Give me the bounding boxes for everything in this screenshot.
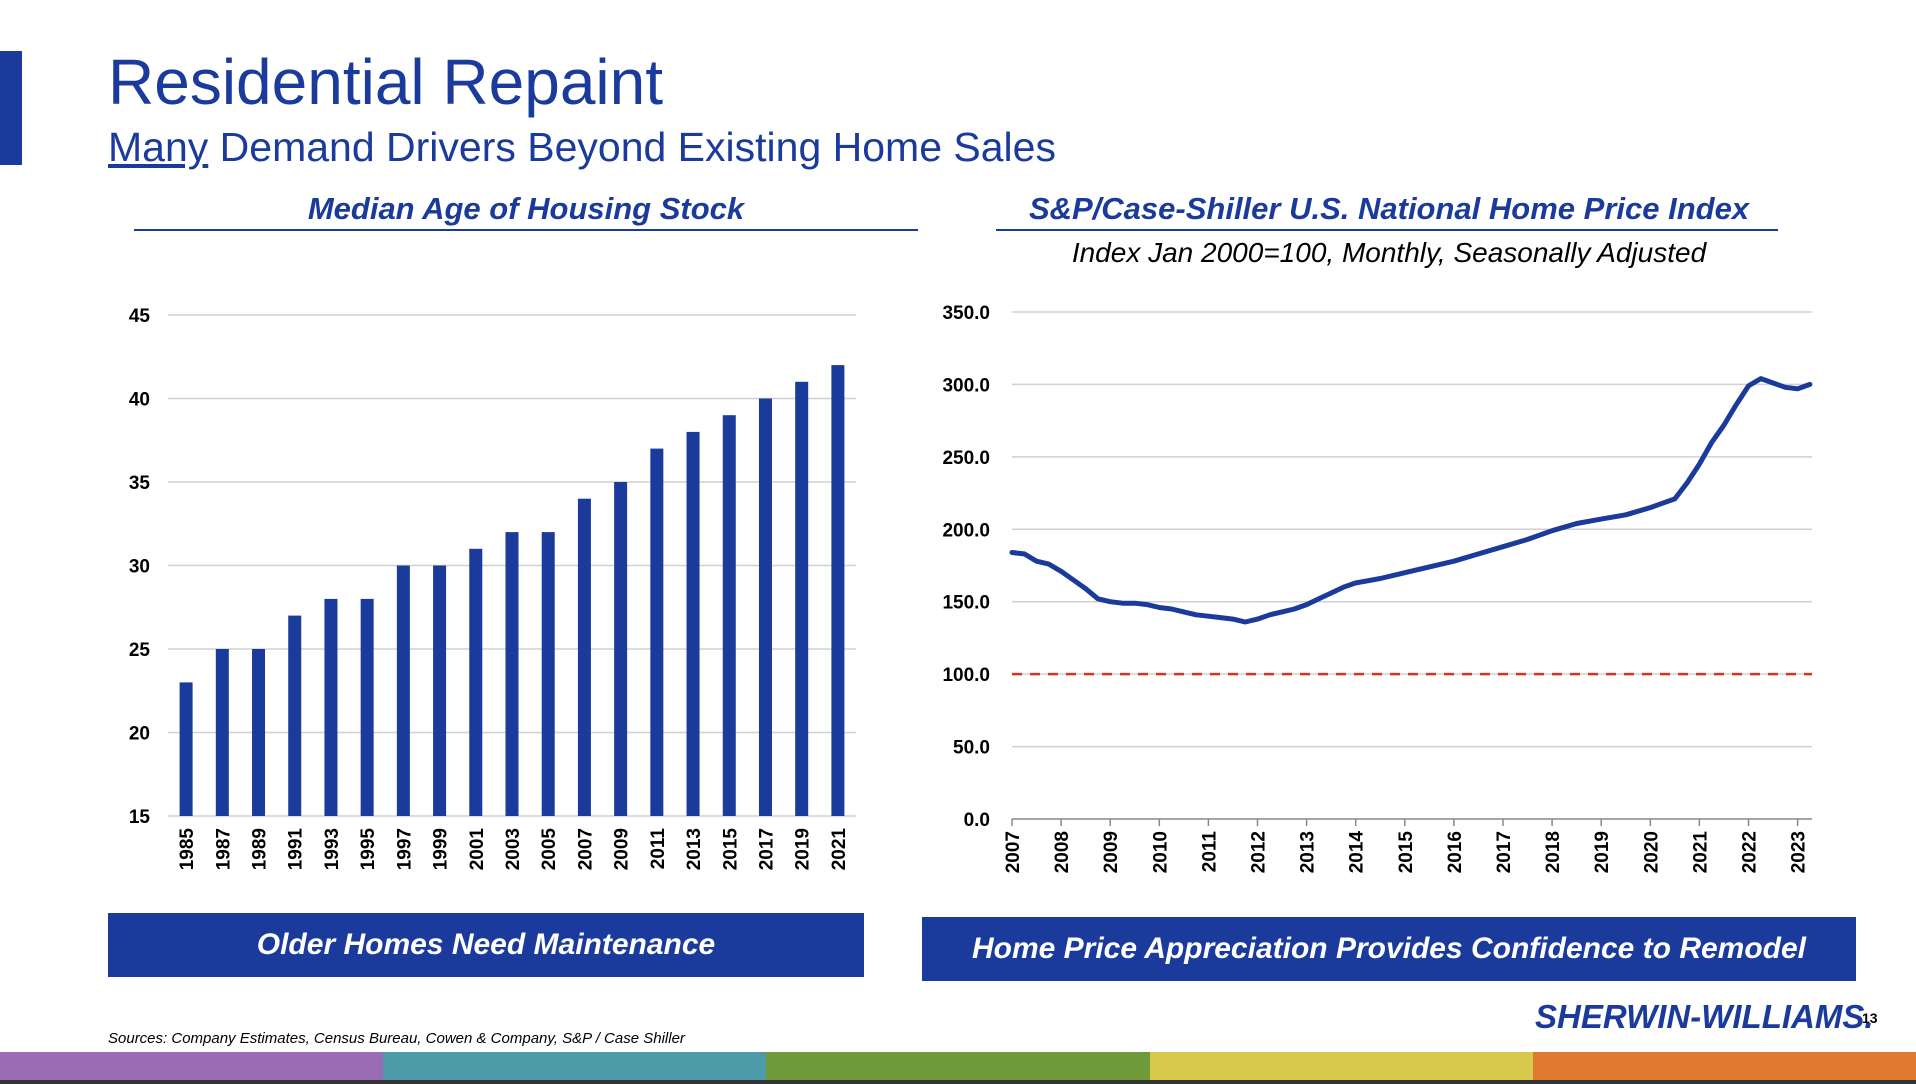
stripe-segment (766, 1052, 1151, 1080)
left-chart-heading: Median Age of Housing Stock (307, 191, 745, 226)
stripe-segment (383, 1052, 768, 1080)
bar (722, 415, 736, 816)
bar-x-tick-label: 2005 (539, 828, 560, 871)
bar (650, 448, 664, 816)
line-x-tick-label: 2016 (1445, 831, 1466, 873)
subtitle-text: Demand Drivers Beyond Existing Home Sale… (208, 124, 1056, 170)
bar (469, 548, 483, 816)
line-x-tick-label: 2023 (1789, 831, 1810, 873)
page-number: 13 (1862, 1010, 1878, 1026)
line-x-tick-label: 2013 (1298, 831, 1319, 873)
bar-y-tick-label: 45 (129, 306, 151, 327)
line-y-tick-label: 200.0 (942, 520, 990, 541)
bar (505, 532, 519, 816)
bar-y-tick-label: 25 (129, 640, 151, 661)
bar-x-tick-label: 1991 (286, 828, 307, 871)
left-callout: Older Homes Need Maintenance (108, 913, 864, 977)
bar-x-tick-label: 2003 (503, 828, 524, 870)
left-heading-rule (134, 229, 918, 231)
bar (795, 381, 809, 816)
line-x-tick-label: 2015 (1396, 831, 1417, 874)
bar-x-tick-label: 1987 (213, 828, 234, 870)
line-x-tick-label: 2018 (1543, 831, 1564, 873)
line-x-tick-label: 2022 (1740, 831, 1761, 873)
home-price-index-line (1009, 376, 1813, 625)
line-y-tick-label: 300.0 (942, 375, 990, 396)
accent-bar (0, 51, 22, 165)
stripe-segment (1532, 1052, 1916, 1080)
bar (179, 682, 193, 816)
bar (215, 649, 229, 816)
line-x-tick-label: 2010 (1150, 831, 1171, 873)
bar-x-tick-label: 2015 (720, 828, 741, 871)
bar-x-tick-label: 2017 (756, 828, 777, 870)
right-callout: Home Price Appreciation Provides Confide… (922, 917, 1856, 981)
line-y-tick-label: 150.0 (942, 593, 990, 614)
line-x-tick-label: 2021 (1690, 831, 1711, 874)
bar (324, 598, 338, 816)
bar-x-tick-label: 1999 (431, 828, 452, 870)
subtitle-emphasis: Many (108, 124, 209, 170)
company-logo: SHERWIN-WILLIAMS. (1535, 998, 1874, 1035)
bar-x-tick-label: 2019 (793, 828, 814, 870)
line-y-tick-label: 250.0 (942, 448, 990, 469)
bar-y-tick-label: 15 (129, 807, 151, 828)
bar (614, 482, 628, 816)
bar (541, 532, 555, 816)
bar-x-tick-label: 1985 (177, 828, 198, 871)
right-chart-subheading: Index Jan 2000=100, Monthly, Seasonally … (1071, 237, 1707, 268)
bar-x-tick-label: 2007 (575, 828, 596, 870)
bar-x-tick-label: 2001 (467, 828, 488, 871)
line-x-tick-label: 2014 (1347, 831, 1368, 874)
bar-x-tick-label: 2021 (829, 828, 850, 871)
bar-y-tick-label: 40 (129, 390, 150, 411)
line-x-tick-label: 2007 (1003, 831, 1024, 873)
bar (758, 398, 772, 816)
line-y-tick-label: 350.0 (942, 303, 990, 324)
bar (831, 365, 845, 816)
line-x-tick-label: 2009 (1101, 831, 1122, 873)
bar (360, 598, 374, 816)
sources-note: Sources: Company Estimates, Census Burea… (108, 1030, 685, 1047)
bar-x-tick-label: 2009 (612, 828, 633, 870)
line-x-tick-label: 2020 (1641, 831, 1662, 873)
bar-y-tick-label: 35 (129, 473, 151, 494)
bar (288, 615, 302, 816)
right-chart-heading: S&P/Case-Shiller U.S. National Home Pric… (1028, 191, 1750, 226)
bottom-border (0, 1080, 1916, 1084)
line-x-tick-label: 2012 (1249, 831, 1270, 873)
bar (252, 649, 266, 816)
bar-x-tick-label: 1997 (394, 828, 415, 870)
bar-x-tick-label: 2013 (684, 828, 705, 870)
stripe-segment (0, 1052, 384, 1080)
bar (433, 565, 447, 816)
slide-title: Residential Repaint (108, 46, 663, 118)
bar-y-tick-label: 20 (129, 724, 150, 745)
line-x-tick-label: 2017 (1494, 831, 1515, 873)
right-heading-rule (996, 229, 1778, 231)
line-y-tick-label: 100.0 (942, 665, 990, 686)
bar (686, 431, 700, 816)
line-y-tick-label: 50.0 (953, 738, 990, 759)
bar-x-tick-label: 1995 (358, 828, 379, 871)
line-x-tick-label: 2019 (1592, 831, 1613, 873)
bar-x-tick-label: 1993 (322, 828, 343, 870)
bar (577, 498, 591, 816)
stripe-segment (1149, 1052, 1534, 1080)
bar-x-tick-label: 2011 (648, 828, 669, 870)
line-y-tick-label: 0.0 (964, 810, 990, 831)
bar (396, 565, 410, 816)
line-x-tick-label: 2008 (1052, 831, 1073, 873)
bar-y-tick-label: 30 (129, 557, 150, 578)
line-x-tick-label: 2011 (1199, 831, 1220, 873)
slide-subtitle: Many Demand Drivers Beyond Existing Home… (108, 127, 1056, 168)
bar-x-tick-label: 1989 (250, 828, 271, 870)
